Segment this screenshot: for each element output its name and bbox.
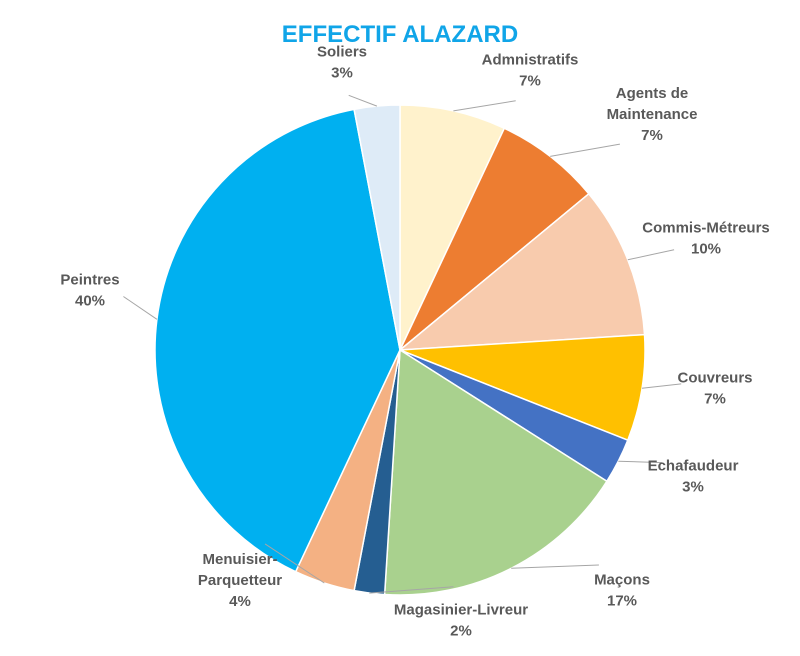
slice-name: Menuisier- (202, 551, 277, 568)
slice-percent: 7% (704, 391, 726, 408)
leader-line (550, 143, 620, 157)
pie-slice (154, 108, 401, 573)
slice-percent: 3% (331, 65, 353, 82)
leader-line (348, 94, 378, 107)
slice-name: Parquetteur (198, 572, 282, 589)
slice-percent: 7% (519, 73, 541, 90)
leader-line (641, 383, 682, 389)
slice-label: Menuisier- Parquetteur 4% (198, 551, 282, 610)
leader-line (511, 564, 599, 569)
slice-label: Commis-Métreurs 10% (642, 220, 770, 258)
leader-line (369, 586, 454, 594)
slice-percent: 17% (607, 593, 637, 610)
slice-label: Magasinier-Livreur 2% (394, 602, 528, 640)
pie-slice (399, 127, 590, 351)
pie-slice (383, 348, 608, 596)
slice-labels: Admnistratifs 7% Agents de Maintenance 7% Com… (60, 44, 769, 640)
leader-line (627, 249, 675, 261)
slice-label: Maçons 17% (594, 572, 650, 610)
leader-line (123, 296, 158, 320)
pie-slices (154, 104, 646, 596)
slice-name: Peintres (60, 272, 119, 289)
slice-percent: 2% (450, 623, 472, 640)
slice-percent: 3% (682, 479, 704, 496)
chart-title: EFFECTIF ALAZARD (282, 21, 518, 48)
slice-name: Commis-Métreurs (642, 220, 770, 237)
slice-name: Magasinier-Livreur (394, 602, 528, 619)
slice-percent: 4% (229, 593, 251, 610)
slice-name: Echafaudeur (648, 458, 739, 475)
leader-line (618, 460, 662, 464)
slice-percent: 10% (691, 241, 721, 258)
slice-name: Maintenance (607, 106, 698, 123)
leader-line (264, 543, 325, 584)
slice-name: Maçons (594, 572, 650, 589)
slice-label: Admnistratifs 7% (482, 52, 579, 90)
slice-label: Couvreurs 7% (677, 370, 752, 408)
slice-percent: 7% (641, 127, 663, 144)
slice-name: Soliers (317, 44, 367, 61)
pie-slice (399, 333, 646, 442)
pie-slice (353, 104, 401, 351)
slice-label: Soliers 3% (317, 44, 367, 82)
slice-label: Echafaudeur 3% (648, 458, 739, 496)
slice-label: Peintres 40% (60, 272, 119, 310)
slice-name: Admnistratifs (482, 52, 579, 69)
slice-name: Agents de (616, 85, 689, 102)
leader-line (453, 100, 516, 112)
pie-slice (397, 192, 646, 351)
slice-name: Couvreurs (677, 370, 752, 387)
leader-lines (123, 94, 682, 594)
slice-percent: 40% (75, 293, 105, 310)
slice-label: Agents de Maintenance 7% (607, 85, 698, 144)
